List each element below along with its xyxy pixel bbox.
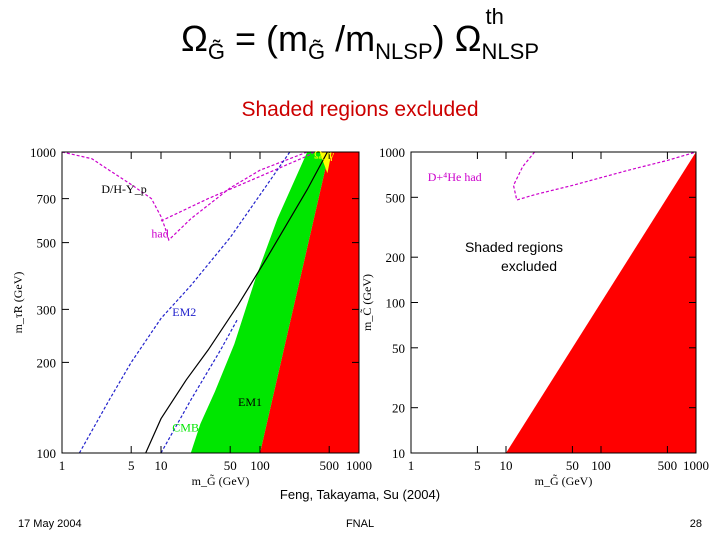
left-annotation-D-H-Y-p: D/H-Y_p <box>101 182 146 196</box>
left-region-excluded-green <box>190 152 330 453</box>
left-annotation-EM2: EM2 <box>172 305 196 319</box>
left-y-tick-label: 700 <box>37 192 57 207</box>
left-y-axis-label: m_τ̃R (GeV) <box>11 272 25 334</box>
right-x-tick-label: 1000 <box>683 458 709 473</box>
left-curve-EM1 <box>145 152 328 453</box>
right-x-tick-label: 1 <box>408 458 415 473</box>
right-inset-label-line2: excluded <box>501 258 557 274</box>
right-x-tick-label: 10 <box>500 458 513 473</box>
right-x-axis-label: m_G̃ (GeV) <box>535 474 593 488</box>
right-curve-D-4He-had <box>512 152 696 201</box>
right-x-tick-label: 50 <box>566 458 579 473</box>
left-x-tick-label: 1000 <box>346 458 372 473</box>
left-annotation--: Ω_γ <box>314 148 335 162</box>
left-x-tick-label: 1 <box>59 458 66 473</box>
left-x-tick-label: 10 <box>155 458 168 473</box>
left-curve-CMB <box>160 318 239 453</box>
footer-page: 28 <box>689 518 702 530</box>
right-y-tick-label: 50 <box>392 341 405 356</box>
left-y-tick-label: 200 <box>37 355 57 370</box>
footer-venue: FNAL <box>345 518 375 530</box>
left-curve-D-H-Yp <box>160 152 315 222</box>
left-curve-EM2 <box>78 152 291 453</box>
right-annotation-D-He-had: D+⁴He had <box>428 170 482 184</box>
right-x-tick-label: 500 <box>658 458 678 473</box>
right-inset-label-line1: Shaded regions <box>465 239 563 255</box>
left-annotation-CMB: CMB <box>172 420 199 434</box>
right-x-tick-label: 5 <box>474 458 481 473</box>
right-y-tick-label: 100 <box>386 296 406 311</box>
right-y-tick-label: 10 <box>392 446 405 461</box>
slide-subtitle: Shaded regions excluded <box>241 98 479 121</box>
right-y-tick-label: 1000 <box>379 145 405 160</box>
left-plot-frame <box>61 151 360 454</box>
left-y-tick-label: 300 <box>37 302 57 317</box>
right-y-tick-label: 20 <box>392 401 405 416</box>
left-x-tick-label: 100 <box>250 458 270 473</box>
left-y-tick-label: 100 <box>37 446 57 461</box>
left-x-axis-label: m_G̃ (GeV) <box>192 474 250 488</box>
left-x-tick-label: 500 <box>319 458 339 473</box>
left-y-tick-label: 500 <box>37 236 57 251</box>
citation: Feng, Takayama, Su (2004) <box>279 487 441 502</box>
right-y-tick-label: 200 <box>386 250 406 265</box>
left-x-tick-label: 5 <box>128 458 135 473</box>
left-annotation-had: had <box>151 226 168 240</box>
right-y-tick-label: 500 <box>386 190 406 205</box>
left-region-excluded-yellow <box>319 152 332 174</box>
left-y-tick-label: 1000 <box>30 145 56 160</box>
right-region-excluded-red <box>506 152 696 453</box>
right-x-tick-label: 100 <box>591 458 611 473</box>
footer-date: 17 May 2004 <box>18 518 82 530</box>
left-curve-had <box>62 152 308 242</box>
right-y-axis-label: m_C̃ (GeV) <box>360 274 374 331</box>
left-region-excluded-red <box>260 152 359 453</box>
left-annotation-EM1: EM1 <box>238 395 262 409</box>
left-x-tick-label: 50 <box>224 458 237 473</box>
